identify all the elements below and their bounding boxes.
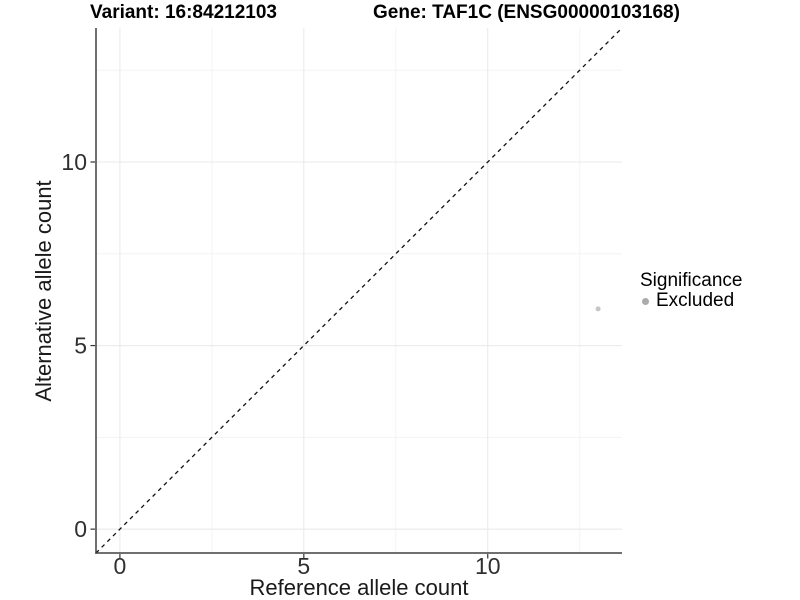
y-tick-label: 5	[74, 333, 87, 359]
y-tick-label: 0	[74, 516, 87, 542]
legend-item-label: Excluded	[656, 290, 735, 311]
data-point	[595, 306, 601, 312]
identity-dashed-line	[95, 27, 623, 554]
x-tick-label: 10	[475, 553, 501, 579]
x-tick-label: 0	[114, 553, 127, 579]
x-tick-label: 5	[297, 553, 310, 579]
x-axis-title: Reference allele count	[249, 575, 469, 600]
gene-title: Gene: TAF1C (ENSG00000103168)	[373, 2, 680, 23]
legend: Significance Excluded	[640, 270, 743, 311]
y-axis-title: Alternative allele count	[31, 180, 56, 402]
variant-title: Variant: 16:84212103	[90, 2, 277, 23]
y-tick-label: 10	[61, 149, 87, 175]
legend-item-excluded: Excluded	[642, 290, 742, 311]
excluded-point-icon	[642, 297, 649, 305]
legend-title: Significance	[640, 270, 743, 291]
